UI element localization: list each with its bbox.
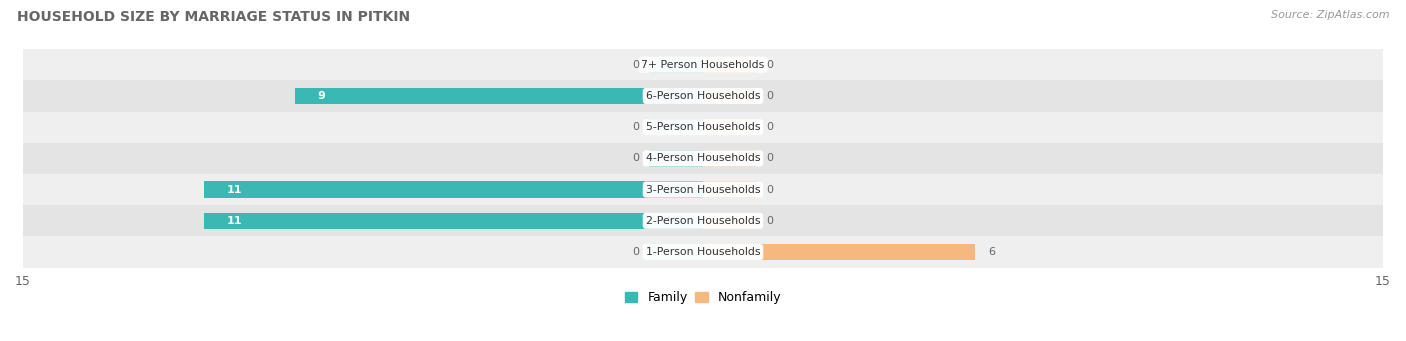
Bar <box>204 181 703 198</box>
Text: 0: 0 <box>633 122 640 132</box>
Text: 2-Person Households: 2-Person Households <box>645 216 761 226</box>
Text: 0: 0 <box>766 153 773 163</box>
Bar <box>22 49 1384 80</box>
Text: 5-Person Households: 5-Person Households <box>645 122 761 132</box>
Legend: Family, Nonfamily: Family, Nonfamily <box>620 286 786 310</box>
Bar <box>22 112 1384 143</box>
Bar <box>22 174 1384 205</box>
Bar <box>703 244 974 260</box>
Text: 0: 0 <box>766 216 773 226</box>
Bar <box>648 244 703 260</box>
Bar <box>703 213 758 229</box>
Text: 11: 11 <box>226 184 242 195</box>
Bar <box>703 150 758 166</box>
Text: 0: 0 <box>766 60 773 70</box>
Text: 0: 0 <box>766 122 773 132</box>
Text: 0: 0 <box>633 153 640 163</box>
Text: 0: 0 <box>633 60 640 70</box>
Text: 3-Person Households: 3-Person Households <box>645 184 761 195</box>
Bar <box>703 88 758 104</box>
Text: 4-Person Households: 4-Person Households <box>645 153 761 163</box>
Bar <box>22 236 1384 268</box>
Text: 0: 0 <box>766 184 773 195</box>
Bar <box>648 119 703 135</box>
Bar <box>22 205 1384 236</box>
Text: 1-Person Households: 1-Person Households <box>645 247 761 257</box>
Text: 6-Person Households: 6-Person Households <box>645 91 761 101</box>
Text: 6: 6 <box>988 247 995 257</box>
Text: 11: 11 <box>226 216 242 226</box>
Bar <box>648 57 703 73</box>
Bar <box>22 143 1384 174</box>
Bar <box>648 150 703 166</box>
Text: HOUSEHOLD SIZE BY MARRIAGE STATUS IN PITKIN: HOUSEHOLD SIZE BY MARRIAGE STATUS IN PIT… <box>17 10 411 24</box>
Bar <box>204 213 703 229</box>
Bar <box>22 80 1384 112</box>
Bar <box>295 88 703 104</box>
Text: 0: 0 <box>766 91 773 101</box>
Text: 0: 0 <box>633 247 640 257</box>
Bar <box>703 57 758 73</box>
Text: 9: 9 <box>318 91 326 101</box>
Bar <box>703 119 758 135</box>
Text: 7+ Person Households: 7+ Person Households <box>641 60 765 70</box>
Bar <box>703 181 758 198</box>
Text: Source: ZipAtlas.com: Source: ZipAtlas.com <box>1271 10 1389 20</box>
